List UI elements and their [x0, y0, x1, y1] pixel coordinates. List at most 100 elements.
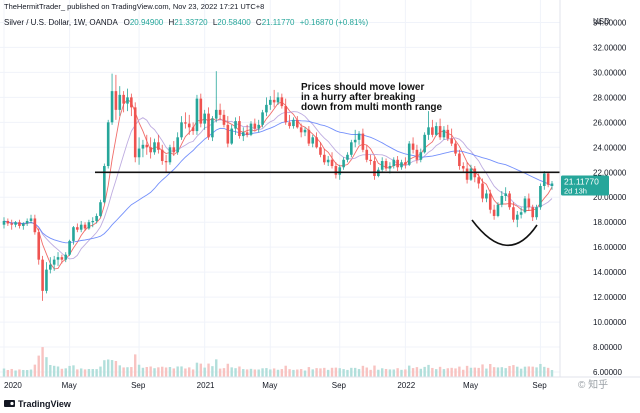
candle-body: [380, 161, 384, 170]
time-axis[interactable]: 2020 May Sep 2021 May Sep 2022 May Sep: [4, 381, 547, 390]
tradingview-brand[interactable]: TradingView: [4, 399, 72, 409]
candle-body: [519, 212, 523, 215]
volume-bar: [500, 367, 504, 377]
volume-bar: [199, 363, 203, 377]
candle: [442, 126, 446, 140]
candle: [361, 128, 365, 153]
candle-body: [373, 161, 376, 177]
x-tick-label: Sep: [532, 381, 547, 390]
volume-bar: [512, 365, 515, 377]
candle-body: [126, 97, 129, 104]
candle-body: [346, 154, 349, 160]
y-tick-label: 28.00000: [593, 93, 627, 102]
candle-body: [353, 139, 357, 143]
yaxis-currency-label: USD: [593, 17, 610, 26]
candle: [357, 131, 361, 145]
candle: [149, 137, 152, 159]
candle: [257, 119, 261, 133]
candle: [2, 217, 6, 229]
candle: [292, 117, 295, 129]
candle-body: [230, 128, 233, 144]
candle-body: [481, 183, 484, 199]
candle-body: [527, 198, 531, 208]
candle: [346, 152, 349, 163]
y-tick-label: 12.00000: [593, 293, 627, 302]
volume-bar: [29, 369, 33, 377]
volume-bar: [49, 364, 52, 377]
volume-bar: [311, 369, 314, 377]
candle: [76, 223, 79, 233]
candle-body: [103, 166, 106, 203]
candle: [400, 159, 403, 170]
rounding-arc[interactable]: [471, 219, 538, 247]
y-tick-label: 22.00000: [593, 168, 627, 177]
candle: [114, 74, 118, 120]
volume-bar: [489, 364, 492, 377]
volume-bar: [326, 369, 330, 377]
volume-bar: [539, 363, 542, 377]
candle: [446, 124, 450, 142]
volume-bar: [22, 369, 25, 377]
candle: [512, 202, 515, 223]
volume-bar: [508, 365, 511, 377]
volume-bar: [134, 354, 137, 377]
candle: [130, 93, 133, 117]
candle: [126, 88, 129, 112]
candle-body: [195, 98, 199, 132]
candle: [33, 214, 37, 235]
candle-body: [388, 166, 392, 169]
candle: [550, 181, 554, 190]
volume-bar: [25, 370, 29, 377]
volume-bar: [338, 368, 341, 377]
candle: [222, 109, 226, 128]
y-tick-label: 6.00000: [593, 368, 622, 377]
candle-body: [292, 119, 295, 127]
volume-bar: [207, 363, 210, 377]
candle-body: [64, 254, 68, 260]
x-tick-label: 2020: [4, 381, 22, 390]
volume-bar: [353, 367, 357, 377]
volume-bar: [176, 366, 179, 377]
candle-body: [160, 149, 164, 162]
candle: [350, 139, 353, 158]
candle-body: [454, 143, 457, 154]
price-tag-value: 21.11770: [564, 177, 599, 187]
candle-body: [52, 259, 56, 265]
candle-body: [91, 220, 95, 223]
volume-bar: [56, 366, 60, 377]
candle-body: [272, 99, 276, 103]
header: TheHermitTrader_ published on TradingVie…: [4, 2, 369, 27]
candle: [454, 141, 457, 157]
candle-body: [164, 161, 168, 163]
candle-body: [515, 214, 519, 220]
candle: [10, 219, 14, 230]
candle-body: [253, 123, 257, 129]
candle-body: [303, 129, 307, 133]
candle-body: [234, 121, 237, 129]
candle-body: [434, 126, 438, 135]
candle: [191, 122, 195, 135]
candle-body: [137, 148, 141, 158]
volume-bar: [469, 367, 473, 377]
volume-bar: [323, 367, 326, 377]
volume-bar: [242, 369, 245, 377]
candle: [508, 190, 511, 210]
candle: [353, 129, 357, 148]
price-axis[interactable]: 6.00000 8.00000 10.00000 12.00000 14.00000 16…: [593, 18, 627, 377]
symbol-title[interactable]: Silver / U.S. Dollar, 1W, OANDA: [4, 18, 118, 27]
candle-body: [508, 193, 511, 208]
candle: [157, 134, 160, 154]
volume-bar: [531, 366, 534, 377]
candle: [25, 218, 29, 226]
candle: [141, 139, 145, 158]
volume-bar: [10, 368, 13, 377]
candle-body: [438, 126, 442, 138]
candle-body: [245, 132, 249, 135]
candle-body: [311, 137, 315, 144]
volume-bar: [504, 368, 507, 377]
candle: [319, 142, 322, 158]
candle-body: [450, 138, 453, 144]
volume-bar: [516, 366, 519, 377]
candle-body: [365, 149, 369, 160]
